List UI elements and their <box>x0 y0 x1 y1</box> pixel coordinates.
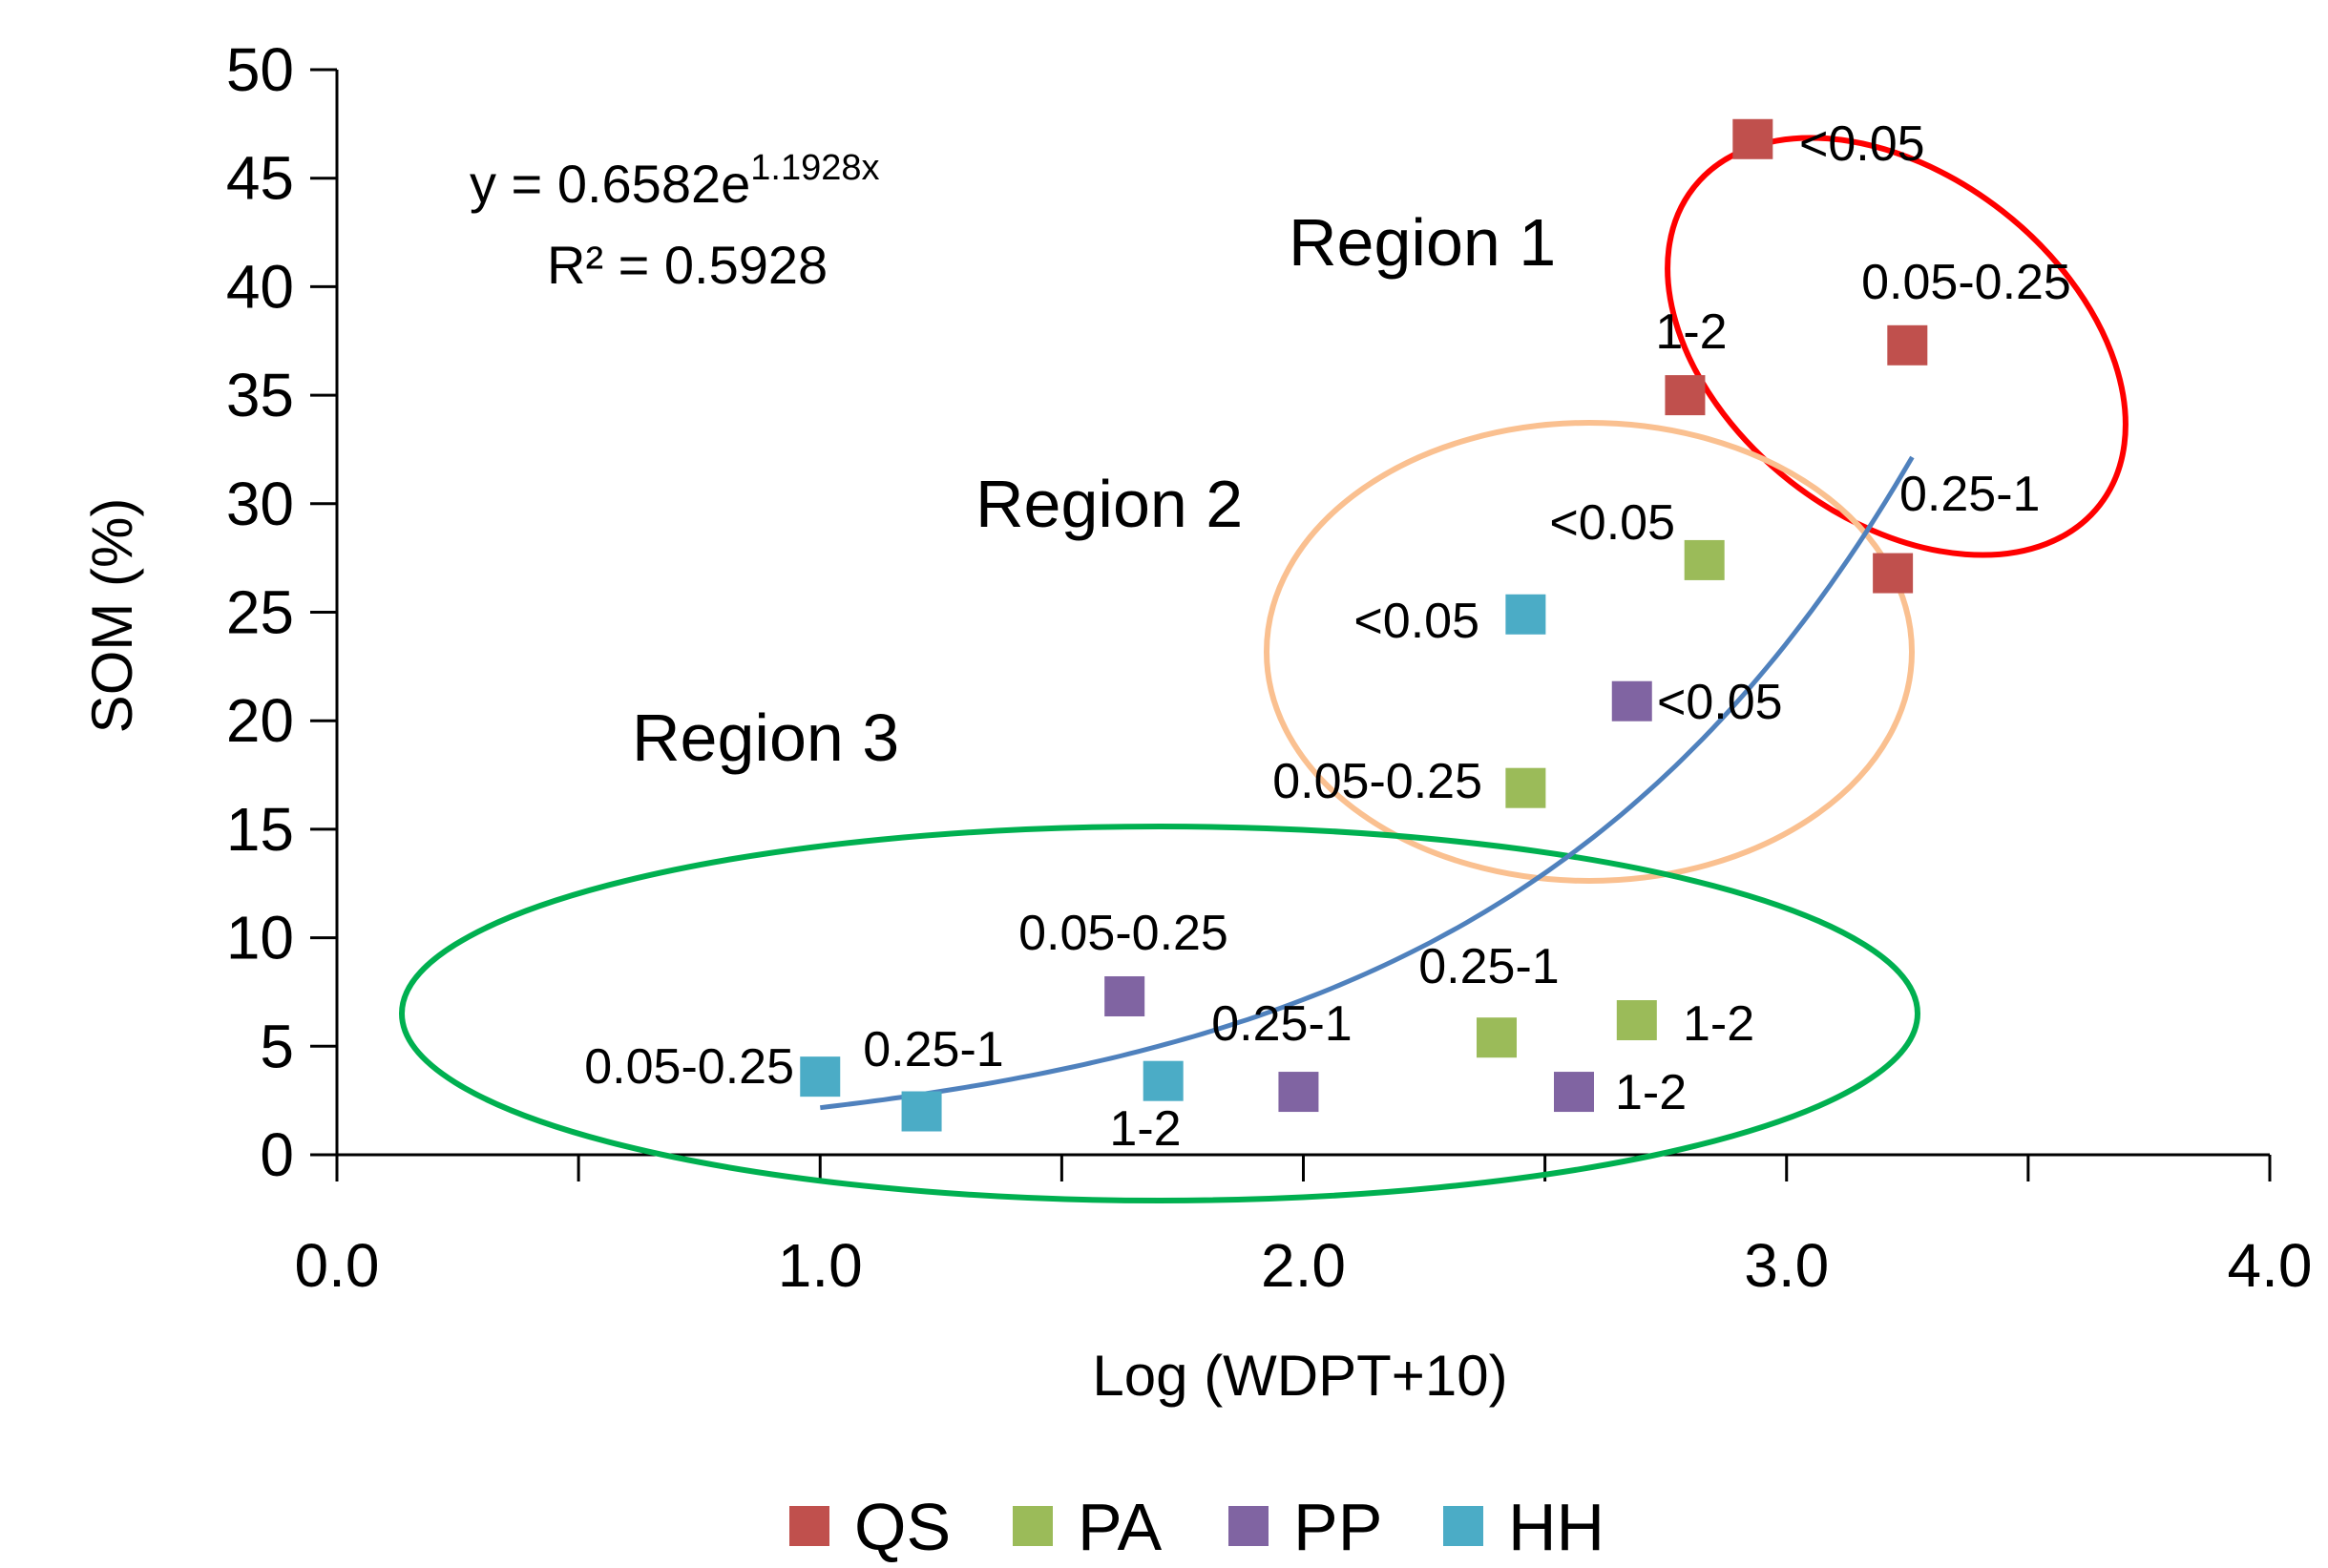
legend-swatch-qs <box>789 1506 829 1546</box>
legend-label-qs: QS <box>854 1490 951 1564</box>
data-point-qs <box>1887 324 1928 366</box>
y-tick-label: 0 <box>260 1120 294 1189</box>
data-point-hh <box>1505 594 1546 635</box>
point-label-hh: 1-2 <box>1109 1101 1181 1157</box>
data-point-qs <box>1873 553 1914 594</box>
data-point-hh <box>901 1091 942 1132</box>
region-1-label: Region 1 <box>1289 205 1556 280</box>
legend-label-pp: PP <box>1293 1490 1382 1564</box>
x-axis-title: Log (WDPT+10) <box>1092 1344 1507 1408</box>
y-tick-label: 20 <box>226 686 294 755</box>
point-label-pp: 0.05-0.25 <box>1018 906 1228 961</box>
data-point-pa <box>1684 539 1725 580</box>
r-squared: R² = 0.5928 <box>547 235 828 295</box>
equation-exponent: 1.1928x <box>750 148 879 188</box>
legend-swatch-pa <box>1013 1506 1053 1546</box>
trendline-group <box>819 455 1915 1111</box>
legend-swatch-hh <box>1443 1506 1483 1546</box>
y-tick-label: 40 <box>226 252 294 321</box>
point-label-qs: 0.05-0.25 <box>1861 255 2071 310</box>
x-tick-label: 4.0 <box>2228 1231 2313 1300</box>
data-point-hh <box>1143 1060 1184 1101</box>
y-tick-label: 30 <box>226 470 294 538</box>
region-ellipses <box>399 135 2129 1203</box>
point-label-pp: <0.05 <box>1657 675 1783 730</box>
y-axis-title: SOM (%) <box>80 498 144 734</box>
point-label-pa: 0.05-0.25 <box>1272 754 1482 809</box>
x-tick-label: 1.0 <box>778 1231 863 1300</box>
data-point-pp <box>1278 1072 1319 1113</box>
point-label-pp: 1-2 <box>1615 1065 1687 1120</box>
y-tick-label: 45 <box>226 144 294 213</box>
region-1-ellipse <box>1665 135 2129 558</box>
axis-ticks: 0 5 10 15 20 25 30 35 40 45 50 0.0 1.0 2.0 3.0 4.0 <box>226 35 2313 1300</box>
point-label-qs: 1-2 <box>1655 304 1727 360</box>
data-points <box>800 118 1928 1132</box>
point-label-qs: 0.25-1 <box>1899 467 2040 522</box>
point-labels: <0.05 0.05-0.25 0.25-1 1-2 <0.05 0.05-0.25 0.2… <box>584 116 2071 1157</box>
point-label-pa: <0.05 <box>1549 495 1675 551</box>
region-3-label: Region 3 <box>632 700 899 775</box>
data-point-hh <box>800 1056 841 1098</box>
data-point-qs <box>1732 118 1773 159</box>
trendline <box>819 455 1915 1111</box>
equation-base: y = 0.6582e <box>470 154 750 214</box>
legend-label-pa: PA <box>1078 1490 1162 1564</box>
point-label-pp: 0.25-1 <box>1211 996 1352 1052</box>
point-label-hh: 0.25-1 <box>863 1022 1003 1077</box>
x-tick-label: 0.0 <box>295 1231 380 1300</box>
legend-swatch-pp <box>1228 1506 1269 1546</box>
region-2-ellipse <box>1264 420 1915 884</box>
point-label-hh: 0.05-0.25 <box>584 1039 794 1095</box>
data-point-qs <box>1665 375 1706 416</box>
region-3-ellipse <box>399 824 1920 1203</box>
data-point-pa <box>1505 767 1546 808</box>
y-tick-label: 25 <box>226 578 294 647</box>
x-tick-label: 2.0 <box>1261 1231 1346 1300</box>
y-tick-label: 15 <box>226 795 294 864</box>
data-point-pp <box>1611 680 1652 721</box>
data-point-pp <box>1554 1072 1594 1113</box>
y-tick-label: 5 <box>260 1012 294 1080</box>
region-2-label: Region 2 <box>975 467 1243 541</box>
point-label-qs: <0.05 <box>1799 116 1925 172</box>
x-tick-label: 3.0 <box>1744 1231 1829 1300</box>
y-tick-label: 10 <box>226 904 294 972</box>
data-point-pa <box>1477 1017 1517 1058</box>
data-point-pp <box>1104 975 1145 1016</box>
point-label-hh: <0.05 <box>1353 594 1479 649</box>
y-tick-label: 35 <box>226 361 294 429</box>
legend-label-hh: HH <box>1508 1490 1604 1564</box>
y-tick-label: 50 <box>226 35 294 104</box>
data-point-pa <box>1616 1000 1657 1041</box>
point-label-pa: 1-2 <box>1683 996 1754 1052</box>
legend: QS PA PP HH <box>789 1490 1604 1564</box>
point-label-pa: 0.25-1 <box>1418 939 1559 994</box>
trendline-equation: y = 0.6582e1.1928x <box>470 148 879 214</box>
